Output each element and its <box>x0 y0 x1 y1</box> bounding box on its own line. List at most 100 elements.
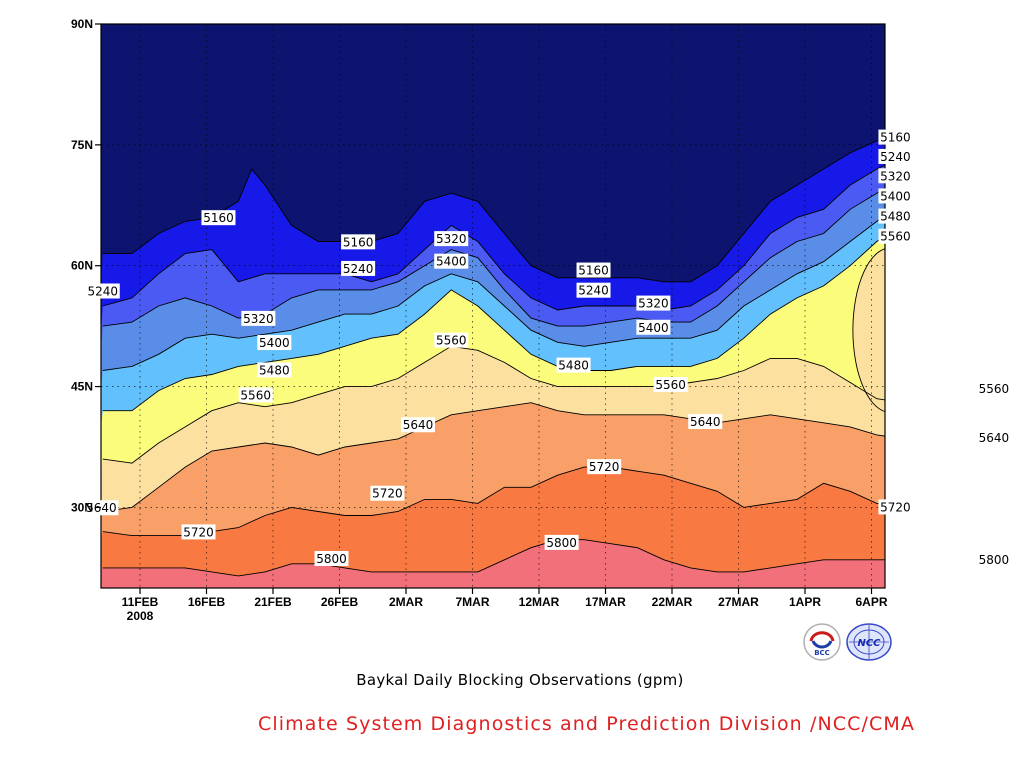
contour-label-text: 5240 <box>880 150 911 164</box>
ncc-logo: NCC <box>846 623 892 661</box>
closed-contour-5560 <box>852 248 885 413</box>
x-tick-label: 6APR <box>855 595 887 609</box>
y-tick-label: 90N <box>71 17 93 31</box>
contour-label-5400: 5400 <box>257 335 292 351</box>
contour-labels: 5160 5160 5160 5160 5240 5240 5240 5240 5320 5320… <box>84 129 1011 567</box>
plot-frame <box>100 23 886 589</box>
contour-label-5640: 5640 <box>84 500 119 515</box>
contour-label-text: 5320 <box>436 232 467 246</box>
x-tick-label: 7MAR <box>455 595 489 609</box>
contour-label-text: 5720 <box>183 525 214 539</box>
chart-title: Baykal Daily Blocking Observations (gpm) <box>356 671 684 689</box>
contour-label-5240: 5240 <box>576 282 611 298</box>
contour-label-5560: 5560 <box>434 332 469 348</box>
contour-label-text: 5560 <box>979 382 1010 396</box>
x-tick-label: 27MAR <box>718 595 759 609</box>
contour-label-text: 5240 <box>87 284 118 298</box>
y-tick-label: 30N <box>71 500 93 514</box>
x-tick-label: 26FEB <box>321 595 359 609</box>
contour-label-text: 5640 <box>86 501 117 515</box>
contour-label-text: 5640 <box>979 431 1010 445</box>
contour-label-5320: 5320 <box>878 168 913 184</box>
contour-label-5560: 5560 <box>878 228 913 244</box>
contour-line-5800 <box>102 539 885 577</box>
contour-label-5720: 5720 <box>181 524 216 540</box>
contour-label-text: 5240 <box>578 284 609 298</box>
contour-label-5160: 5160 <box>576 262 611 278</box>
credit-line: Climate System Diagnostics and Predictio… <box>258 713 915 735</box>
contour-label-5480: 5480 <box>257 362 292 378</box>
contour-label-5720: 5720 <box>370 485 405 501</box>
y-tick-label: 60N <box>71 259 93 273</box>
contour-label-text: 5160 <box>203 211 234 225</box>
contour-label-text: 5720 <box>589 460 620 474</box>
band-above-5800 <box>101 539 885 588</box>
contour-label-5640: 5640 <box>400 417 435 433</box>
contour-label-text: 5320 <box>243 312 274 326</box>
contour-label-text: 5560 <box>436 334 467 348</box>
grid-lines <box>101 24 885 588</box>
bcc-logo: BCC <box>803 623 841 661</box>
contour-label-5320: 5320 <box>241 310 276 326</box>
ncc-logo-text: NCC <box>857 638 881 649</box>
y-tick-label: 75N <box>71 138 93 152</box>
contour-line-5160 <box>102 139 885 283</box>
contour-label-text: 5160 <box>343 235 374 249</box>
contour-label-5800: 5800 <box>976 551 1011 567</box>
contour-label-text: 5400 <box>638 321 669 335</box>
contour-line-5640 <box>102 402 885 512</box>
contour-label-text: 5160 <box>880 131 911 145</box>
x-tick-label: 2MAR <box>389 595 423 609</box>
x-tick-label: 12MAR <box>519 595 560 609</box>
x-tick-label: 17MAR <box>585 595 626 609</box>
contour-label-text: 5640 <box>690 415 721 429</box>
contour-label-5160: 5160 <box>341 234 376 250</box>
x-tick-label: 11FEB <box>122 595 159 609</box>
x-year-label: 2008 <box>127 609 154 623</box>
x-tick-label: 16FEB <box>188 595 226 609</box>
contour-label-text: 5240 <box>343 262 374 276</box>
contour-label-text: 5320 <box>638 297 669 311</box>
contour-label-5400: 5400 <box>878 188 913 204</box>
contour-label-text: 5640 <box>403 418 434 432</box>
x-tick-label: 1APR <box>789 595 821 609</box>
contour-label-text: 5800 <box>546 536 577 550</box>
contour-label-5800: 5800 <box>314 550 349 566</box>
contour-label-5160: 5160 <box>878 129 913 145</box>
contour-label-5320: 5320 <box>636 295 671 311</box>
contour-label-5800: 5800 <box>544 534 579 550</box>
contour-line-5480 <box>102 234 885 412</box>
contour-label-5240: 5240 <box>85 283 120 299</box>
contour-label-text: 5560 <box>880 230 911 244</box>
contour-lines <box>102 139 885 577</box>
contour-line-5240 <box>102 164 885 311</box>
contour-line-5400 <box>102 214 885 371</box>
y-tick-label: 45N <box>71 380 93 394</box>
contour-label-5240: 5240 <box>341 260 376 276</box>
contour-label-text: 5560 <box>240 388 271 402</box>
contour-label-5400: 5400 <box>636 319 671 335</box>
contour-label-text: 5560 <box>655 378 686 392</box>
contour-label-text: 5480 <box>880 210 911 224</box>
contour-label-text: 5320 <box>880 169 911 183</box>
contour-label-5720: 5720 <box>878 499 913 515</box>
contour-label-text: 5400 <box>436 255 467 269</box>
bcc-logo-text: BCC <box>814 649 830 657</box>
contour-label-text: 5400 <box>259 336 290 350</box>
contour-label-5480: 5480 <box>556 357 591 373</box>
contour-label-5240: 5240 <box>878 148 913 164</box>
contour-label-5640: 5640 <box>976 430 1011 446</box>
y-axis: 90N 75N 60N 45N 30N <box>71 17 101 514</box>
contour-label-5400: 5400 <box>434 253 469 269</box>
contour-label-text: 5800 <box>316 552 347 566</box>
contour-label-text: 5720 <box>880 500 911 514</box>
x-tick-label: 22MAR <box>652 595 693 609</box>
contour-label-5640: 5640 <box>688 414 723 430</box>
contour-label-5160: 5160 <box>201 210 236 226</box>
contour-label-text: 5480 <box>558 359 589 373</box>
contour-label-text: 5480 <box>259 363 290 377</box>
contour-label-text: 5160 <box>578 264 609 278</box>
contour-label-5480: 5480 <box>878 208 913 224</box>
contour-label-text: 5800 <box>979 553 1010 567</box>
